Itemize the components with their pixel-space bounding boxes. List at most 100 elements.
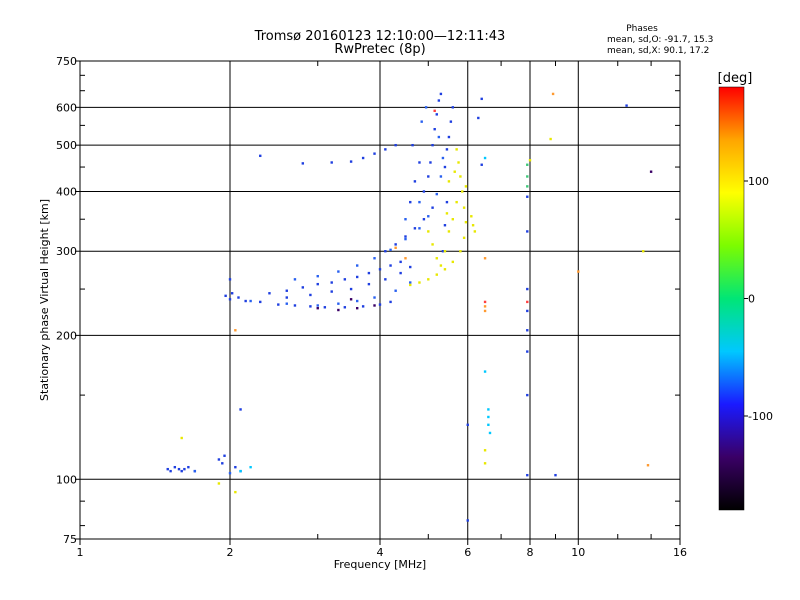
data-point	[316, 304, 319, 307]
data-point	[413, 227, 417, 230]
data-point	[404, 235, 407, 238]
y-axis-label: Stationary phase Virtual Height [km]	[38, 199, 51, 401]
data-point	[177, 467, 181, 471]
data-point	[239, 408, 242, 411]
data-point	[228, 278, 232, 281]
data-point	[443, 224, 447, 227]
data-point	[316, 274, 319, 278]
data-point	[439, 175, 443, 178]
data-point	[439, 264, 443, 267]
data-point	[455, 148, 458, 151]
data-point	[435, 273, 438, 276]
data-point	[487, 415, 490, 419]
data-point	[193, 469, 197, 473]
data-point	[427, 278, 430, 281]
data-point	[526, 230, 529, 233]
data-point	[526, 300, 529, 304]
x-axis-ticks: 1 2 4 6 8 10 16	[77, 61, 687, 559]
data-point	[217, 482, 221, 485]
data-point	[394, 246, 397, 249]
data-point	[234, 490, 237, 494]
data-point	[293, 278, 297, 281]
data-point	[230, 292, 234, 295]
data-point	[488, 431, 492, 435]
data-point	[487, 408, 490, 411]
data-point	[228, 298, 232, 301]
x-tick-label: 6	[464, 546, 471, 559]
data-point	[367, 282, 371, 286]
data-point	[399, 260, 402, 264]
data-point	[349, 298, 353, 301]
colorbar-label: [deg]	[718, 71, 753, 86]
data-point	[424, 106, 428, 109]
data-point	[183, 467, 186, 471]
data-point	[221, 462, 224, 465]
data-point	[483, 305, 487, 308]
data-point	[459, 250, 462, 253]
data-point	[323, 306, 327, 309]
data-point	[427, 175, 430, 178]
colorbar-tick-label: 0	[748, 293, 755, 306]
data-point	[528, 159, 532, 162]
data-point	[394, 143, 397, 147]
data-point	[180, 469, 183, 473]
data-point	[449, 120, 453, 123]
data-point	[455, 200, 458, 204]
data-point	[487, 423, 490, 427]
data-point	[301, 162, 305, 165]
data-point	[217, 458, 221, 461]
data-point	[259, 300, 262, 304]
data-point	[418, 200, 421, 204]
x-tick-label: 2	[227, 546, 234, 559]
data-point	[625, 104, 628, 107]
data-point	[355, 275, 359, 279]
data-point	[180, 436, 183, 440]
data-point	[268, 292, 271, 295]
data-point	[462, 206, 466, 209]
data-point	[549, 137, 552, 141]
data-point	[316, 306, 319, 310]
data-point	[451, 218, 455, 221]
data-point	[427, 215, 430, 218]
stats-line-o: mean, sd,O: -91.7, 15.3	[607, 35, 713, 45]
data-point	[526, 175, 529, 178]
data-point	[441, 156, 445, 160]
data-point	[169, 469, 172, 473]
data-point	[443, 250, 447, 253]
data-point	[431, 243, 434, 246]
data-point	[461, 190, 464, 193]
data-point	[389, 300, 392, 304]
data-point	[228, 471, 232, 475]
x-tick-label: 8	[527, 546, 534, 559]
data-point	[355, 306, 359, 310]
data-point	[418, 281, 421, 284]
data-point	[526, 163, 529, 166]
data-point	[244, 299, 247, 303]
data-point	[337, 270, 340, 273]
data-point	[437, 99, 441, 102]
data-point	[330, 161, 333, 164]
stats-line-x: mean, sd,X: 90.1, 17.2	[607, 46, 709, 56]
data-point	[373, 257, 376, 260]
data-point	[343, 278, 347, 281]
colorbar	[718, 86, 745, 511]
data-point	[451, 106, 455, 109]
data-points	[166, 92, 653, 522]
data-point	[433, 109, 436, 113]
data-point	[554, 473, 557, 477]
data-point	[453, 170, 456, 173]
y-tick-label: 500	[56, 139, 77, 152]
data-point	[646, 464, 650, 467]
colorbar-tick-label: 100	[748, 175, 769, 188]
data-point	[309, 293, 312, 297]
data-point	[473, 230, 477, 233]
data-point	[464, 221, 468, 224]
data-point	[301, 286, 305, 289]
data-point	[343, 306, 347, 309]
y-tick-label: 600	[56, 101, 77, 114]
data-point	[187, 465, 190, 469]
data-point	[427, 230, 430, 233]
colorbar-tick-label: -100	[748, 410, 773, 423]
data-point	[422, 218, 426, 221]
data-point	[389, 264, 392, 267]
